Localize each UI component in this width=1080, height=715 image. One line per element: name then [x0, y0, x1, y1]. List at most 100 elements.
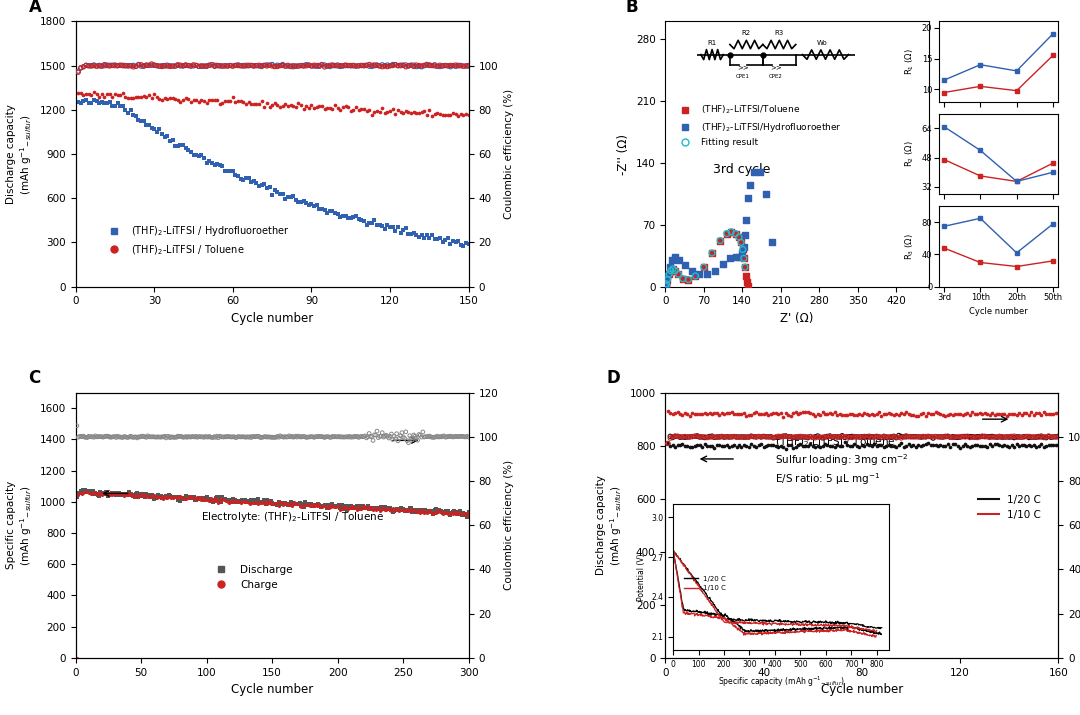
- Point: [332, 211, 349, 222]
- Point: [900, 430, 917, 442]
- Point: [201, 60, 218, 72]
- Point: [755, 430, 772, 442]
- Point: [166, 60, 184, 72]
- Point: [431, 232, 448, 243]
- Point: [210, 432, 227, 443]
- Point: [455, 509, 472, 521]
- Point: [177, 60, 194, 72]
- Point: [859, 438, 876, 450]
- Point: [727, 228, 744, 240]
- Point: [266, 61, 283, 72]
- Point: [116, 490, 133, 501]
- Point: [900, 408, 917, 420]
- Point: [437, 431, 455, 443]
- Point: [91, 490, 108, 501]
- Point: [81, 488, 98, 499]
- Point: [93, 96, 110, 107]
- Point: [124, 92, 141, 104]
- Point: [994, 431, 1011, 443]
- Point: [391, 503, 408, 515]
- Point: [919, 431, 936, 443]
- Point: [83, 485, 100, 497]
- Point: [413, 431, 430, 443]
- Point: [703, 440, 720, 452]
- Point: [342, 106, 360, 117]
- Point: [895, 431, 913, 443]
- Point: [392, 60, 409, 72]
- Point: [453, 60, 470, 72]
- Point: [674, 431, 691, 443]
- Point: [136, 491, 153, 503]
- Point: [293, 99, 310, 111]
- Point: [435, 506, 453, 518]
- Point: [203, 495, 220, 506]
- Point: [183, 431, 200, 443]
- Point: [873, 431, 890, 443]
- Point: [367, 503, 384, 515]
- Point: [251, 98, 268, 109]
- Point: [232, 173, 249, 184]
- Point: [730, 232, 747, 243]
- Point: [757, 440, 774, 451]
- Point: [753, 408, 770, 420]
- Point: [429, 506, 446, 518]
- Point: [208, 59, 226, 71]
- Point: [269, 99, 286, 110]
- Point: [437, 506, 455, 517]
- Point: [308, 59, 325, 71]
- Point: [442, 109, 459, 121]
- Point: [672, 431, 689, 443]
- Point: [392, 430, 409, 442]
- Point: [204, 495, 221, 506]
- Point: [434, 109, 451, 121]
- Point: [190, 61, 207, 72]
- Point: [131, 488, 148, 500]
- Point: [361, 428, 378, 439]
- Point: [172, 490, 189, 501]
- Point: [946, 408, 963, 420]
- Point: [666, 408, 684, 419]
- Point: [241, 498, 258, 509]
- Point: [1040, 408, 1057, 419]
- Point: [662, 265, 679, 277]
- Point: [272, 496, 289, 508]
- Point: [865, 409, 882, 420]
- Point: [282, 99, 299, 111]
- Point: [1042, 432, 1059, 443]
- Point: [114, 60, 132, 72]
- Point: [233, 496, 251, 508]
- Point: [262, 498, 280, 509]
- Point: [882, 440, 900, 452]
- Point: [880, 439, 897, 450]
- Point: [300, 499, 318, 511]
- Point: [370, 60, 388, 72]
- Point: [183, 60, 200, 72]
- Point: [701, 408, 718, 419]
- Point: [293, 431, 310, 443]
- Point: [886, 409, 903, 420]
- Point: [370, 219, 388, 230]
- Point: [99, 490, 117, 501]
- Point: [221, 166, 239, 177]
- Point: [930, 431, 947, 443]
- Point: [684, 431, 701, 443]
- Point: [314, 500, 332, 511]
- Point: [159, 491, 176, 503]
- Point: [882, 431, 900, 443]
- Point: [214, 491, 231, 503]
- Point: [379, 61, 396, 72]
- Point: [905, 431, 922, 443]
- Point: [405, 504, 422, 516]
- Point: [735, 432, 753, 443]
- Point: [936, 430, 954, 442]
- Point: [659, 270, 676, 282]
- Point: [924, 431, 942, 443]
- Point: [220, 497, 238, 508]
- Point: [1048, 440, 1065, 451]
- Text: A: A: [28, 0, 41, 16]
- Point: [122, 488, 139, 500]
- Point: [903, 431, 920, 443]
- Point: [413, 505, 430, 516]
- Point: [848, 431, 865, 443]
- Point: [98, 89, 116, 100]
